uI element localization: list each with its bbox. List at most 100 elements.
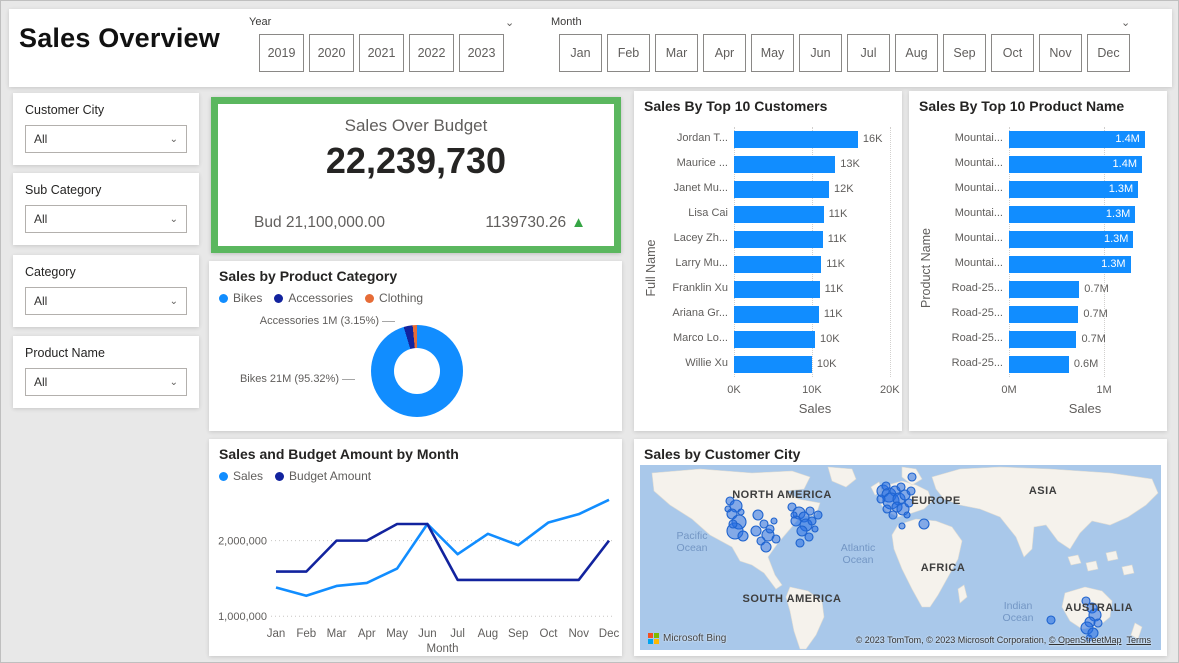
bar-value-label: 1.3M (1105, 208, 1131, 220)
map-bubble[interactable] (752, 509, 764, 521)
chevron-down-icon[interactable]: ⌄ (505, 17, 515, 29)
map-bubble[interactable] (771, 534, 781, 544)
map-bubble[interactable] (795, 538, 805, 548)
donut-callout-accessories: Accessories 1M (3.15%) (260, 315, 395, 327)
map-bubble[interactable] (882, 504, 892, 514)
legend-label: Accessories (288, 291, 354, 305)
bar[interactable] (734, 331, 815, 348)
map-bubble[interactable] (1081, 596, 1091, 606)
map-bubble[interactable] (796, 525, 808, 537)
bar[interactable] (734, 181, 830, 198)
bar[interactable] (734, 356, 812, 373)
map-bubble[interactable] (903, 511, 911, 519)
map-canvas[interactable]: NORTH AMERICA EUROPE ASIA AFRICA SOUTH AMERI… (640, 465, 1161, 650)
bar[interactable] (1009, 331, 1077, 348)
bar[interactable] (734, 256, 822, 273)
map-bubble[interactable] (750, 525, 762, 537)
map-bubble[interactable] (805, 506, 815, 516)
bar[interactable] (1009, 181, 1139, 198)
x-tick: 20K (879, 384, 900, 396)
map-bubble[interactable] (896, 482, 906, 492)
month-button-dec[interactable]: Dec (1087, 34, 1130, 72)
year-button-2019[interactable]: 2019 (259, 34, 304, 72)
bar-value-label: 1.4M (1112, 158, 1137, 170)
map-bubble[interactable] (728, 519, 738, 529)
bar[interactable] (1009, 231, 1134, 248)
map-bubble[interactable] (881, 481, 891, 491)
line-series-budget-amount[interactable] (276, 522, 611, 582)
map-bubble[interactable] (770, 517, 778, 525)
map-bubble[interactable] (918, 518, 930, 530)
map-bubble[interactable] (1093, 618, 1103, 628)
map-bubble[interactable] (904, 498, 914, 508)
bar-value-label: 1.3M (1103, 233, 1129, 245)
map-bubble[interactable] (811, 525, 819, 533)
map-bubble[interactable] (759, 519, 769, 529)
bar[interactable] (734, 231, 823, 248)
chevron-down-icon[interactable]: ⌄ (1121, 17, 1131, 29)
month-button-jul[interactable]: Jul (847, 34, 890, 72)
bar[interactable] (734, 306, 819, 323)
legend-item-sales: Sales (219, 469, 263, 483)
map-bubble[interactable] (1046, 615, 1056, 625)
sub-category-dropdown[interactable]: All ⌄ (25, 205, 187, 233)
bar[interactable] (1009, 131, 1145, 148)
openstreetmap-link[interactable]: © OpenStreetMap (1048, 635, 1122, 645)
map-bubble[interactable] (737, 530, 749, 542)
bar[interactable] (1009, 156, 1142, 173)
bar[interactable] (1009, 306, 1079, 323)
bar-row: Mountai... 1.3M (909, 202, 1161, 227)
y-tick-label: 2,000,000 (218, 536, 267, 548)
bar-track: 11K (734, 206, 896, 223)
map-bubble[interactable] (888, 510, 898, 520)
customer-city-dropdown[interactable]: All ⌄ (25, 125, 187, 153)
month-button-jun[interactable]: Jun (799, 34, 842, 72)
bar[interactable] (734, 281, 820, 298)
month-button-feb[interactable]: Feb (607, 34, 650, 72)
terms-link[interactable]: Terms (1126, 635, 1152, 645)
map-bubble[interactable] (907, 472, 917, 482)
month-button-nov[interactable]: Nov (1039, 34, 1082, 72)
bar[interactable] (734, 156, 836, 173)
map-bubble[interactable] (804, 532, 814, 542)
map-bubble[interactable] (790, 511, 798, 519)
map-bubble[interactable] (760, 541, 772, 553)
month-button-mar[interactable]: Mar (655, 34, 698, 72)
map-bubble[interactable] (906, 486, 916, 496)
year-button-2020[interactable]: 2020 (309, 34, 354, 72)
bar[interactable] (734, 206, 824, 223)
bar-value-label: 12K (834, 183, 854, 195)
product-name-dropdown[interactable]: All ⌄ (25, 368, 187, 396)
map-bubble[interactable] (898, 522, 906, 530)
year-button-2022[interactable]: 2022 (409, 34, 454, 72)
category-dropdown[interactable]: All ⌄ (25, 287, 187, 315)
map-bubble[interactable] (813, 510, 823, 520)
map-bubble[interactable] (807, 516, 817, 526)
bar-track: 1.3M (1009, 206, 1161, 223)
map-bubble[interactable] (737, 508, 745, 516)
bar-track: 16K (734, 131, 896, 148)
month-slicer: Jan Feb Mar Apr May Jun Jul Aug Sep Oct Nov Dec (559, 34, 1130, 72)
bar[interactable] (1009, 281, 1080, 298)
month-button-oct[interactable]: Oct (991, 34, 1034, 72)
month-button-sep[interactable]: Sep (943, 34, 986, 72)
bar[interactable] (1009, 356, 1069, 373)
month-button-apr[interactable]: Apr (703, 34, 746, 72)
month-button-jan[interactable]: Jan (559, 34, 602, 72)
year-button-2021[interactable]: 2021 (359, 34, 404, 72)
year-button-2023[interactable]: 2023 (459, 34, 504, 72)
chart-title: Sales by Customer City (644, 446, 801, 462)
map-bubble[interactable] (1085, 634, 1093, 642)
line-plot[interactable]: 1,000,000 2,000,000 Jan Feb Mar Apr May Jun Jul A… (209, 485, 622, 655)
bar[interactable] (1009, 206, 1136, 223)
bar[interactable] (1009, 256, 1131, 273)
month-button-aug[interactable]: Aug (895, 34, 938, 72)
map-bubble[interactable] (765, 524, 775, 534)
map-bubble[interactable] (876, 494, 886, 504)
bar[interactable] (734, 131, 858, 148)
x-axis-ticks: 0M 1M (1001, 384, 1161, 398)
month-button-may[interactable]: May (751, 34, 794, 72)
world-map[interactable]: NORTH AMERICA EUROPE ASIA AFRICA SOUTH AMERI… (640, 465, 1161, 650)
map-bubble[interactable] (724, 505, 732, 513)
line-series-sales[interactable] (275, 498, 610, 598)
